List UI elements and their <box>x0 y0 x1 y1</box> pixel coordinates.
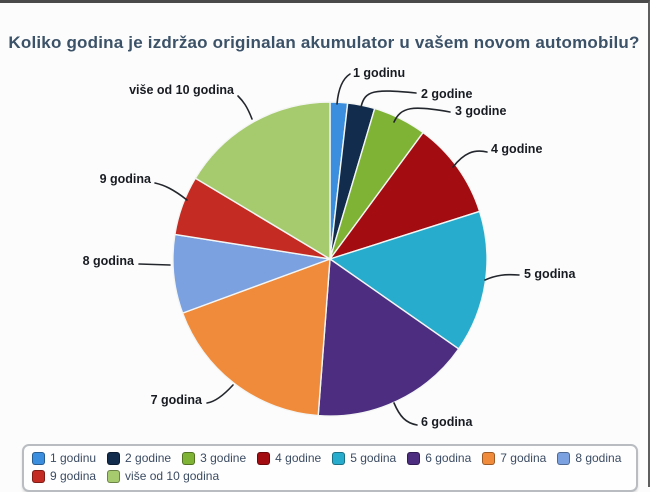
slice-label: 1 godinu <box>353 66 406 80</box>
slice-label: 8 godina <box>82 254 134 268</box>
slice-label: 5 godina <box>524 267 576 281</box>
slice-label: 6 godina <box>421 415 473 429</box>
legend-item[interactable]: 2 godine <box>107 451 171 465</box>
pie-slice[interactable] <box>194 101 331 261</box>
legend-label: 1 godinu <box>50 451 97 465</box>
legend-item[interactable]: 9 godina <box>32 469 96 483</box>
legend-swatch <box>107 469 121 483</box>
callout-line <box>393 107 451 123</box>
slice-label: 2 godine <box>421 87 473 101</box>
slice-label: 3 godine <box>455 104 507 118</box>
legend-item[interactable]: 6 godina <box>407 451 471 465</box>
slice-label: 7 godina <box>150 393 202 407</box>
legend-swatch <box>32 451 45 465</box>
legend-item[interactable]: 4 godine <box>257 451 321 465</box>
legend-label: 9 godina <box>50 469 97 483</box>
legend-label: 2 godine <box>125 451 172 465</box>
callout-line <box>138 263 171 266</box>
legend-label: 3 godine <box>200 451 247 465</box>
callout-line <box>360 90 417 108</box>
pie-slice[interactable] <box>181 257 331 417</box>
legend-label: 4 godine <box>275 451 322 465</box>
legend-item[interactable]: 1 godinu <box>32 451 96 465</box>
legend-item[interactable]: više od 10 godina <box>107 469 219 483</box>
legend-swatch <box>107 451 121 465</box>
slice-label: 4 godine <box>491 142 543 156</box>
legend-swatch <box>182 451 196 465</box>
legend-label: 7 godina <box>500 451 547 465</box>
legend-swatch <box>482 451 496 465</box>
callout-line <box>237 95 253 120</box>
legend-item[interactable]: 7 godina <box>482 451 546 465</box>
legend-swatch <box>557 451 571 465</box>
legend: 1 godinu 2 godine 3 godine 4 godine 5 godina… <box>22 444 638 492</box>
callout-line <box>154 182 188 201</box>
callout-line <box>393 402 418 426</box>
legend-item[interactable]: 3 godine <box>182 451 246 465</box>
legend-item[interactable]: 8 godina <box>557 451 621 465</box>
callout-line <box>484 273 520 281</box>
legend-row: 1 godinu 2 godine 3 godine 4 godine 5 godina… <box>32 449 628 467</box>
legend-item[interactable]: 5 godina <box>332 451 396 465</box>
legend-swatch <box>257 451 271 465</box>
callout-line <box>452 150 488 168</box>
slice-label: 9 godina <box>99 172 151 186</box>
legend-swatch <box>332 451 346 465</box>
legend-label: 6 godina <box>425 451 472 465</box>
legend-label: više od 10 godina <box>125 469 220 483</box>
pie-slice[interactable] <box>317 257 460 417</box>
legend-label: 5 godina <box>350 451 397 465</box>
pie-slice[interactable] <box>328 131 481 261</box>
callout-line <box>206 384 234 404</box>
legend-label: 8 godina <box>575 451 622 465</box>
callout-line <box>336 73 351 105</box>
pie-slice[interactable] <box>328 210 488 350</box>
chart-title: Koliko godina je izdržao originalan akum… <box>8 33 640 52</box>
legend-swatch <box>32 469 45 483</box>
pie-chart <box>138 73 520 426</box>
legend-swatch <box>407 451 421 465</box>
legend-row: 9 godina više od 10 godina <box>32 467 628 485</box>
slice-label: više od 10 godina <box>129 83 234 97</box>
